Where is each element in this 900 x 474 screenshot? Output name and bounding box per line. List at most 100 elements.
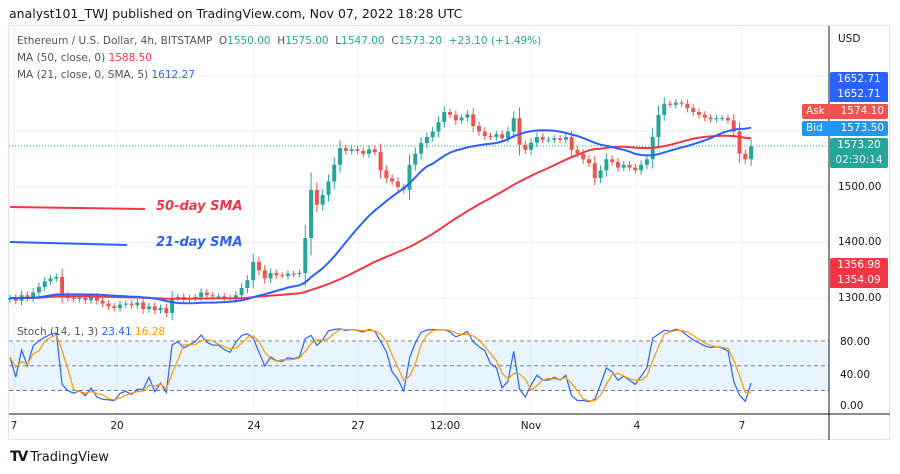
candle-body — [453, 114, 458, 121]
candle — [459, 114, 464, 125]
candle-body — [332, 164, 337, 182]
candle-body — [216, 296, 221, 298]
candle — [48, 274, 53, 285]
candle — [285, 270, 290, 280]
candle-body — [679, 102, 684, 104]
stoch-tick: 0.00 — [840, 400, 864, 412]
candle — [615, 157, 620, 173]
candle — [529, 137, 534, 155]
candle-body — [343, 148, 348, 151]
candle — [662, 97, 667, 121]
candle-body — [419, 143, 424, 154]
candle-body — [424, 137, 429, 144]
candle-body — [13, 298, 18, 301]
brand-name: TradingView — [30, 449, 109, 465]
candle — [175, 293, 180, 302]
candle-body — [523, 144, 528, 150]
candle-body — [170, 298, 175, 313]
candle — [106, 299, 111, 310]
candle — [563, 133, 568, 144]
candle-body — [691, 108, 696, 113]
stoch-d-line — [9, 329, 752, 402]
candle — [500, 130, 505, 143]
bar-countdown: 02:30:14 — [835, 154, 883, 166]
ma21-legend[interactable]: MA (21, close, 0, SMA, 5) 1612.27 — [17, 69, 195, 82]
ma50-legend[interactable]: MA (50, close, 0) 1588.50 — [17, 52, 152, 65]
stoch-label: Stoch (14, 1, 3) — [17, 326, 99, 338]
low-value: 1547.00 — [341, 35, 385, 47]
candle — [639, 160, 644, 175]
candle-body — [349, 149, 354, 151]
candle — [146, 302, 151, 313]
time-tick: 24 — [247, 420, 261, 432]
candle — [262, 264, 267, 284]
candle — [31, 288, 36, 303]
candle-body — [720, 118, 725, 120]
candle — [332, 157, 337, 190]
stoch-legend[interactable]: Stoch (14, 1, 3) 23.41 16.28 — [17, 326, 165, 339]
candles — [8, 97, 754, 321]
price-tick: 1500.00 — [838, 181, 882, 193]
candle — [558, 134, 563, 144]
candle-body — [199, 292, 204, 297]
ma21-label: MA (21, close, 0, SMA, 5) — [17, 69, 149, 81]
stoch-tick: 80.00 — [840, 336, 871, 348]
candle-body — [262, 270, 267, 279]
candle-body — [743, 153, 748, 160]
candle — [378, 143, 383, 179]
candle — [297, 269, 302, 278]
candle — [222, 293, 227, 302]
candle-body — [737, 131, 742, 154]
candle-body — [685, 103, 690, 109]
candle — [152, 302, 157, 315]
candle — [725, 114, 730, 124]
candle-body — [465, 114, 470, 118]
bid-title: Bid — [806, 122, 823, 134]
candle-body — [309, 189, 314, 239]
candle-body — [118, 304, 123, 308]
candle — [141, 297, 146, 314]
candle — [256, 256, 261, 276]
candle — [291, 270, 296, 278]
candle — [720, 115, 725, 121]
candle — [471, 108, 476, 133]
low-price-label: 1354.09 — [830, 273, 888, 288]
candle-body — [644, 159, 649, 165]
candle — [338, 140, 343, 173]
candle-body — [164, 307, 169, 313]
candle-body — [158, 307, 163, 311]
candle-body — [372, 149, 377, 153]
candle — [343, 144, 348, 155]
time-tick: 27 — [351, 420, 365, 432]
candle-body — [662, 103, 667, 115]
candle-body — [42, 281, 47, 287]
candle — [372, 145, 377, 156]
candle — [42, 276, 47, 292]
candle — [598, 165, 603, 184]
candle-body — [175, 296, 180, 298]
candle-body — [442, 112, 447, 123]
stoch-band — [9, 342, 829, 391]
candle-body — [731, 120, 736, 132]
last-price: 1573.20 — [837, 139, 881, 151]
candle-body — [100, 300, 105, 304]
candle-body — [89, 296, 94, 301]
candle — [170, 290, 175, 321]
candle-body — [552, 138, 557, 140]
change-value: +23.10 (+1.49%) — [448, 35, 542, 47]
tradingview-logo[interactable]: 𝗧𝗩 TradingView — [10, 449, 109, 465]
candle — [534, 132, 539, 148]
candle — [424, 132, 429, 148]
candle-body — [500, 134, 505, 139]
candle-body — [575, 149, 580, 154]
open-label: O — [218, 35, 228, 47]
candle — [592, 155, 597, 186]
candle — [36, 282, 41, 297]
candle-body — [610, 159, 615, 163]
candle-body — [71, 298, 76, 300]
candle-body — [54, 276, 59, 279]
candle — [668, 100, 673, 108]
candle — [158, 304, 163, 314]
candle-body — [413, 153, 418, 165]
